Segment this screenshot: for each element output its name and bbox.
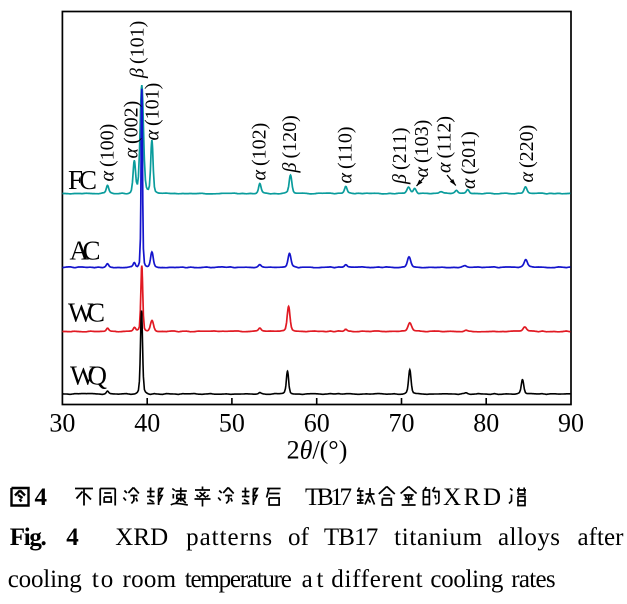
svg-text:at: at bbox=[302, 566, 324, 593]
svg-text:α (100): α (100) bbox=[97, 124, 119, 182]
svg-text:TB17: TB17 bbox=[305, 484, 352, 511]
svg-text:α (201): α (201) bbox=[458, 131, 480, 189]
svg-text:after: after bbox=[578, 524, 625, 551]
svg-text:α (102): α (102) bbox=[249, 123, 271, 181]
svg-text:α (002): α (002) bbox=[121, 101, 143, 159]
svg-text:β (120): β (120) bbox=[279, 115, 301, 173]
svg-text:TB17: TB17 bbox=[324, 524, 378, 551]
svg-text:50: 50 bbox=[219, 409, 245, 438]
svg-text:α (112): α (112) bbox=[434, 116, 456, 173]
svg-text:alloys: alloys bbox=[498, 524, 560, 551]
svg-text:α (110): α (110) bbox=[335, 126, 357, 183]
svg-text:60: 60 bbox=[304, 409, 330, 438]
svg-text:rates: rates bbox=[511, 566, 555, 593]
svg-text:cooling: cooling bbox=[8, 566, 83, 593]
svg-text:2θ/(°): 2θ/(°) bbox=[287, 436, 348, 465]
svg-text:cooling: cooling bbox=[430, 566, 504, 593]
svg-text:70: 70 bbox=[389, 409, 415, 438]
svg-text:WQ: WQ bbox=[70, 361, 108, 391]
svg-text:FC: FC bbox=[68, 165, 97, 195]
svg-text:titanium: titanium bbox=[394, 524, 483, 551]
svg-text:30: 30 bbox=[49, 409, 75, 438]
svg-text:40: 40 bbox=[134, 409, 160, 438]
svg-text:α (101): α (101) bbox=[142, 83, 164, 141]
svg-text:temperature: temperature bbox=[185, 566, 292, 593]
svg-text:AC: AC bbox=[70, 236, 101, 266]
svg-text:80: 80 bbox=[473, 409, 499, 438]
svg-text:90: 90 bbox=[558, 409, 584, 438]
svg-text:β (211): β (211) bbox=[389, 127, 411, 185]
svg-text:WC: WC bbox=[68, 298, 105, 328]
svg-text:XRD: XRD bbox=[443, 484, 501, 511]
svg-text:4: 4 bbox=[66, 524, 79, 551]
svg-text:room: room bbox=[123, 566, 177, 593]
svg-text:α (220): α (220) bbox=[516, 125, 538, 183]
svg-text:XRD: XRD bbox=[115, 524, 168, 551]
svg-text:of: of bbox=[288, 524, 310, 551]
svg-text:to: to bbox=[92, 566, 113, 593]
svg-text:β (101): β (101) bbox=[127, 21, 149, 79]
svg-text:Fig.: Fig. bbox=[10, 524, 47, 551]
svg-text:α (103): α (103) bbox=[411, 120, 433, 178]
svg-text:different: different bbox=[331, 566, 422, 593]
svg-text:4: 4 bbox=[35, 484, 48, 511]
svg-text:patterns: patterns bbox=[186, 524, 272, 551]
